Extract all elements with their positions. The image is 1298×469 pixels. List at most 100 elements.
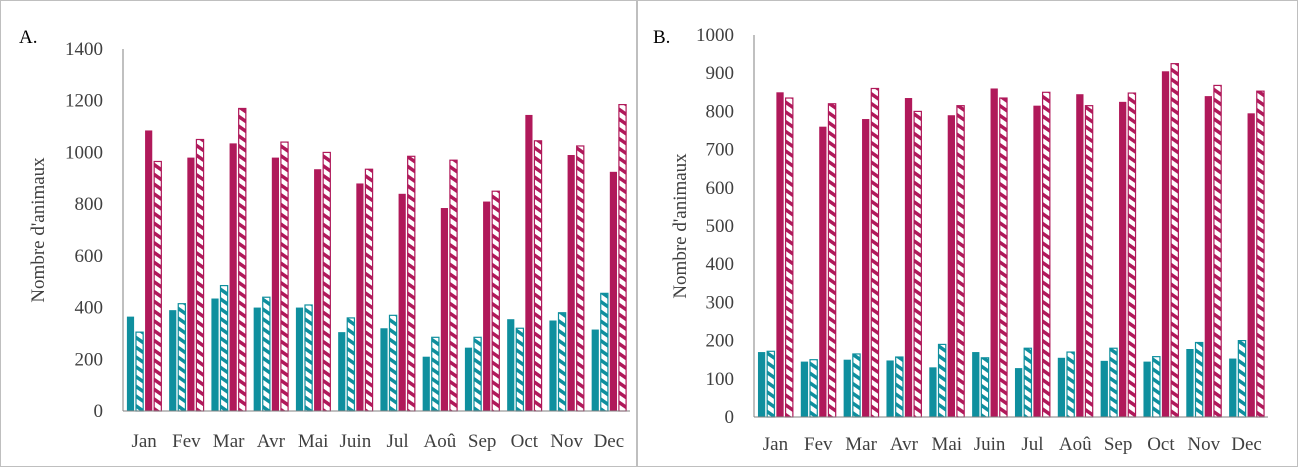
y-tick-label: 1000 <box>696 25 734 46</box>
bar-magenta-solid <box>1204 96 1212 418</box>
bar-magenta-hatched <box>322 151 331 412</box>
chart-a-svg: A. 0 200 400 600 800 1000 1200 1400 Nombre d'anim… <box>19 27 630 452</box>
y-tick-label: 800 <box>75 194 104 215</box>
x-tick-label: Oct <box>1147 434 1175 455</box>
y-tick-label: 400 <box>75 298 104 319</box>
y-tick-label: 500 <box>706 216 735 237</box>
bar-teal-solid <box>1100 360 1108 417</box>
bar-teal-hatched <box>1194 341 1204 418</box>
bar-teal-solid <box>1229 358 1237 417</box>
x-tick-label: Fev <box>804 434 833 455</box>
x-tick-label: Jul <box>1021 434 1043 455</box>
y-tick-label: 700 <box>706 140 735 161</box>
y-tick-label: 300 <box>706 292 735 313</box>
panel-label: B. <box>653 27 670 48</box>
y-axis-label: Nombre d'animaux <box>670 153 691 299</box>
bar-teal-hatched <box>600 292 609 412</box>
bar-teal-solid <box>549 320 557 411</box>
bar-teal-hatched <box>515 327 525 412</box>
bar-teal-solid <box>380 328 388 411</box>
bar-teal-hatched <box>262 296 271 412</box>
bar-magenta-solid <box>356 183 364 411</box>
bar-magenta-hatched <box>238 107 247 412</box>
bar-teal-hatched <box>1152 356 1161 418</box>
bar-teal-solid <box>169 310 177 411</box>
bar-teal-solid <box>1014 368 1023 417</box>
bar-teal-hatched <box>766 350 776 418</box>
bar-teal-hatched <box>1023 347 1033 418</box>
bar-teal-solid <box>338 332 346 411</box>
bar-magenta-solid <box>314 169 322 411</box>
bar-teal-hatched <box>1109 347 1118 418</box>
x-tick-label: Aoû <box>1059 434 1092 455</box>
bar-magenta-solid <box>229 143 237 411</box>
bar-magenta-hatched <box>1084 105 1094 418</box>
bar-magenta-hatched <box>827 103 837 418</box>
x-tick-label: Mai <box>931 434 962 455</box>
x-tick-label: Avr <box>890 434 919 455</box>
bar-magenta-solid <box>1119 101 1127 417</box>
bar-magenta-hatched <box>533 140 543 412</box>
y-tick-label: 200 <box>75 349 104 370</box>
bar-teal-solid <box>929 367 937 417</box>
bar-teal-solid <box>422 356 430 411</box>
x-tick-label: Dec <box>1231 434 1262 455</box>
chart-b-svg: B. 0 100 200 300 400 500 600 700 800 900 1000 Nombre… <box>653 25 1268 455</box>
bar-magenta-solid <box>483 201 491 411</box>
bar-magenta-solid <box>904 98 913 417</box>
bar-magenta-solid <box>525 114 533 411</box>
y-tick-label: 200 <box>706 331 735 352</box>
bar-magenta-hatched <box>870 87 880 418</box>
bar-teal-hatched <box>135 331 144 412</box>
bar-teal-solid <box>800 361 809 417</box>
x-tick-label: Aoû <box>424 431 457 452</box>
bar-magenta-solid <box>819 126 827 418</box>
bar-teal-hatched <box>895 356 904 418</box>
bar-magenta-hatched <box>195 138 205 412</box>
x-tick-label: Mar <box>213 431 245 452</box>
y-tick-label: 900 <box>706 63 735 84</box>
bar-teal-hatched <box>304 304 313 412</box>
bar-teal-solid <box>507 319 515 411</box>
y-tick-label: 1400 <box>65 39 103 60</box>
y-tick-label: 1000 <box>65 142 103 163</box>
bar-teal-solid <box>1057 357 1066 417</box>
bar-teal-hatched <box>177 303 187 412</box>
bar-magenta-hatched <box>618 103 627 412</box>
bar-teal-hatched <box>1066 351 1075 418</box>
bar-magenta-solid <box>145 130 153 411</box>
panel-label: A. <box>19 27 37 48</box>
bar-teal-hatched <box>431 336 440 412</box>
bar-magenta-hatched <box>913 110 922 418</box>
bar-magenta-hatched <box>999 97 1008 418</box>
x-tick-label: Jan <box>763 434 789 455</box>
y-tick-label: 800 <box>706 101 735 122</box>
bar-magenta-hatched <box>1256 90 1265 418</box>
bar-magenta-hatched <box>956 105 965 418</box>
bar-magenta-solid <box>862 119 870 417</box>
bar-magenta-solid <box>187 157 195 411</box>
x-tick-label: Avr <box>257 431 286 452</box>
bar-magenta-solid <box>990 88 998 417</box>
chart-panel-a: A. 0 200 400 600 800 1000 1200 1400 Nombre d'anim… <box>0 0 637 467</box>
x-tick-label: Sep <box>1104 434 1133 455</box>
x-tick-label: Jan <box>131 431 157 452</box>
bar-magenta-solid <box>398 193 406 411</box>
bar-teal-hatched <box>1237 340 1247 418</box>
y-tick-label: 1200 <box>65 91 103 112</box>
bar-teal-solid <box>464 347 473 411</box>
bar-magenta-hatched <box>449 159 458 412</box>
bar-teal-solid <box>886 360 894 417</box>
y-tick-label: 100 <box>706 369 735 390</box>
bar-teal-solid <box>972 352 980 417</box>
bar-magenta-solid <box>567 155 575 411</box>
bar-teal-solid <box>295 307 304 411</box>
x-tick-label: Dec <box>594 431 625 452</box>
bar-teal-solid <box>591 329 599 411</box>
x-tick-label: Juin <box>340 431 372 452</box>
x-tick-label: Mai <box>298 431 329 452</box>
bar-teal-solid <box>757 352 766 417</box>
bar-teal-solid <box>843 359 851 417</box>
bar-teal-solid <box>126 316 135 411</box>
bar-teal-hatched <box>346 317 356 412</box>
